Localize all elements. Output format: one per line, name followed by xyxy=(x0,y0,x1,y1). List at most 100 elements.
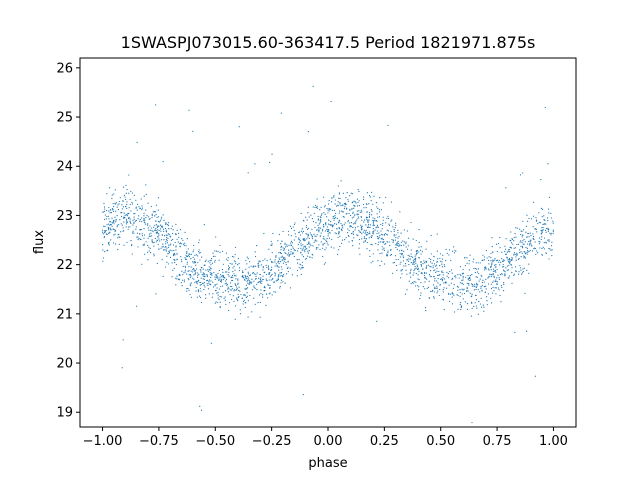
scatter-point xyxy=(543,223,545,225)
scatter-point xyxy=(533,215,535,217)
scatter-point xyxy=(442,274,444,276)
scatter-point xyxy=(469,254,471,256)
scatter-point xyxy=(145,216,147,219)
scatter-point xyxy=(237,279,239,281)
scatter-point xyxy=(120,212,122,214)
scatter-point xyxy=(253,273,255,275)
scatter-point xyxy=(481,290,483,292)
scatter-point xyxy=(547,219,549,222)
scatter-point xyxy=(292,247,294,249)
scatter-point xyxy=(131,201,133,203)
scatter-point xyxy=(512,243,514,245)
scatter-point xyxy=(413,263,415,265)
scatter-point xyxy=(253,285,255,287)
scatter-point xyxy=(483,310,485,312)
scatter-point xyxy=(172,229,174,231)
scatter-point xyxy=(107,215,109,217)
scatter-point xyxy=(475,286,477,289)
scatter-point xyxy=(218,259,220,261)
scatter-point xyxy=(200,277,202,279)
scatter-point xyxy=(463,292,466,295)
scatter-point xyxy=(501,258,503,260)
scatter-point xyxy=(327,233,329,235)
scatter-point xyxy=(549,232,551,234)
scatter-point xyxy=(231,263,233,265)
scatter-point xyxy=(147,216,150,218)
scatter-point xyxy=(448,284,450,286)
y-tick-label: 26 xyxy=(56,61,73,76)
scatter-point xyxy=(188,266,190,268)
scatter-point xyxy=(189,293,191,296)
scatter-point xyxy=(453,311,456,313)
scatter-point xyxy=(314,206,316,209)
scatter-point xyxy=(103,218,106,220)
data-point xyxy=(124,214,126,217)
scatter-point xyxy=(479,262,481,264)
scatter-point xyxy=(510,231,512,233)
scatter-point xyxy=(314,226,316,229)
scatter-point xyxy=(545,227,548,230)
scatter-point xyxy=(358,247,360,249)
scatter-point xyxy=(380,223,382,225)
scatter-point xyxy=(284,246,287,248)
scatter-point xyxy=(548,212,550,214)
scatter-point xyxy=(267,265,269,267)
scatter-point xyxy=(505,248,507,250)
scatter-point xyxy=(233,300,235,303)
scatter-point xyxy=(470,296,472,298)
scatter-point xyxy=(187,278,189,280)
scatter-point xyxy=(469,292,471,294)
scatter-point xyxy=(155,231,157,234)
scatter-point xyxy=(149,235,151,237)
scatter-point xyxy=(274,272,276,274)
scatter-point xyxy=(425,278,428,280)
scatter-point xyxy=(334,217,337,219)
scatter-point xyxy=(190,275,192,277)
scatter-point xyxy=(487,268,490,270)
scatter-point xyxy=(348,229,350,232)
scatter-point xyxy=(448,300,451,302)
scatter-point xyxy=(436,267,438,269)
scatter-point xyxy=(110,209,112,211)
scatter-point xyxy=(487,259,490,262)
scatter-point xyxy=(535,220,538,222)
scatter-point xyxy=(481,275,483,277)
scatter-point xyxy=(179,242,182,244)
scatter-point xyxy=(322,243,324,245)
scatter-point xyxy=(310,244,312,246)
scatter-point xyxy=(370,262,372,264)
scatter-point xyxy=(210,273,213,275)
scatter-point xyxy=(211,274,213,276)
scatter-point xyxy=(490,283,492,285)
scatter-point xyxy=(459,304,461,306)
data-point xyxy=(530,239,532,241)
scatter-point xyxy=(496,277,498,279)
scatter-point xyxy=(248,283,251,285)
data-point xyxy=(101,229,104,231)
scatter-point xyxy=(350,192,352,194)
scatter-point xyxy=(408,263,410,266)
scatter-point xyxy=(406,230,408,232)
x-axis-label: phase xyxy=(308,456,347,471)
scatter-point xyxy=(382,238,385,241)
scatter-point xyxy=(491,245,493,248)
scatter-point xyxy=(397,229,399,231)
scatter-point xyxy=(250,281,252,283)
scatter-point xyxy=(283,257,285,260)
scatter-point xyxy=(132,219,134,221)
scatter-point xyxy=(355,202,357,204)
scatter-point xyxy=(135,228,137,230)
scatter-point xyxy=(153,241,155,243)
scatter-point xyxy=(202,283,204,285)
x-tick-label: 0.00 xyxy=(314,434,343,449)
y-tick-label: 24 xyxy=(56,160,73,175)
scatter-point xyxy=(151,229,153,232)
scatter-point xyxy=(175,233,177,235)
scatter-point xyxy=(268,279,270,281)
scatter-point xyxy=(245,284,248,286)
scatter-point xyxy=(127,217,130,219)
scatter-point xyxy=(337,204,339,206)
scatter-point xyxy=(124,217,126,219)
scatter-point xyxy=(274,275,276,277)
scatter-point xyxy=(354,201,356,203)
